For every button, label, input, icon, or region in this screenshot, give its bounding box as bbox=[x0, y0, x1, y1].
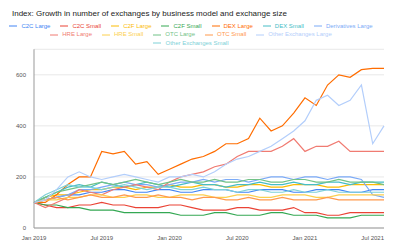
html-text:Other Exchanges Small: Other Exchanges Small bbox=[165, 39, 229, 46]
html-text:OTC Small: OTC Small bbox=[217, 31, 247, 38]
svg-text:0: 0 bbox=[23, 225, 27, 231]
html-text:HRE Small: HRE Small bbox=[114, 31, 144, 38]
svg-text:Jan 2020: Jan 2020 bbox=[157, 235, 182, 241]
html-text:Other Exchanges Large: Other Exchanges Large bbox=[268, 31, 332, 38]
html-text:C2C Small: C2C Small bbox=[72, 23, 102, 29]
html-text:C2C Large: C2C Large bbox=[21, 23, 51, 29]
svg-text:Jul 2019: Jul 2019 bbox=[90, 235, 113, 241]
html-text:C2F Small: C2F Small bbox=[173, 23, 202, 29]
html-text:OTC Large: OTC Large bbox=[165, 31, 195, 38]
html-text:DEX Small: DEX Small bbox=[274, 23, 304, 29]
html-text:Derivatives Large: Derivatives Large bbox=[325, 23, 373, 29]
svg-text:Jul 2021: Jul 2021 bbox=[361, 235, 384, 241]
svg-text:600: 600 bbox=[16, 72, 27, 78]
svg-text:200: 200 bbox=[16, 174, 27, 180]
svg-text:Jan 2019: Jan 2019 bbox=[22, 235, 47, 241]
html-text:C2F Large: C2F Large bbox=[123, 23, 152, 29]
svg-text:400: 400 bbox=[16, 123, 27, 129]
html-text:Index: Growth in number of exc: Index: Growth in number of exchanges by … bbox=[12, 9, 287, 18]
svg-text:Jul 2020: Jul 2020 bbox=[226, 235, 249, 241]
html-text:DEX Large: DEX Large bbox=[223, 23, 253, 29]
html-text:HRE Large: HRE Large bbox=[62, 31, 92, 38]
svg-text:Jan 2021: Jan 2021 bbox=[293, 235, 318, 241]
